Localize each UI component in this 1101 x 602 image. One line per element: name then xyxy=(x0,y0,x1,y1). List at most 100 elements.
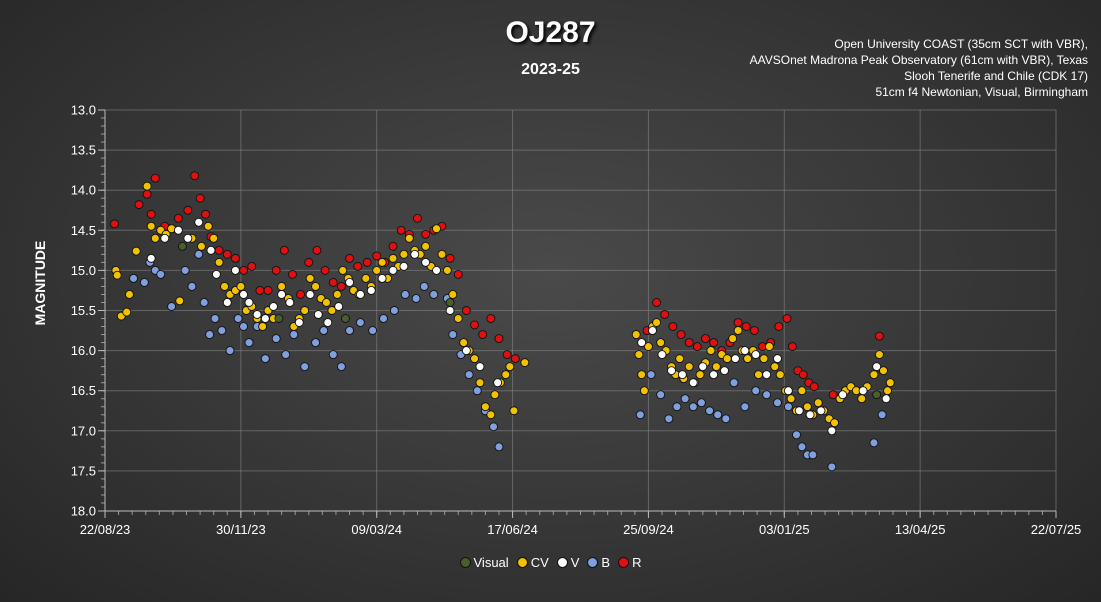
data-point-cv xyxy=(634,350,644,360)
data-point-b xyxy=(808,450,818,460)
data-point-v xyxy=(773,354,782,364)
data-point-b xyxy=(345,326,354,335)
data-point-r xyxy=(230,253,240,263)
data-point-v xyxy=(239,290,249,299)
data-point-cv xyxy=(874,350,884,360)
data-point-b xyxy=(167,302,177,311)
data-point-b xyxy=(721,414,731,424)
data-point-r xyxy=(222,249,232,259)
legend-marker-icon xyxy=(556,557,568,569)
data-point-r xyxy=(328,277,338,287)
x-tick-label: 03/01/25 xyxy=(759,522,810,537)
data-point-r xyxy=(201,209,210,219)
data-point-cv xyxy=(332,290,342,299)
data-point-cv xyxy=(453,314,463,323)
data-point-v xyxy=(183,233,193,243)
data-point-v xyxy=(334,302,344,311)
data-point-cv xyxy=(197,241,206,251)
data-point-r xyxy=(502,350,512,360)
data-point-cv xyxy=(203,221,213,231)
data-point-r xyxy=(453,269,463,279)
data-point-r xyxy=(660,310,670,319)
data-point-cv xyxy=(770,362,780,372)
data-point-cv xyxy=(490,390,500,400)
data-point-r xyxy=(668,322,678,331)
data-point-v xyxy=(345,277,354,287)
data-point-cv xyxy=(377,257,387,267)
data-point-r xyxy=(190,171,200,181)
data-point-cv xyxy=(480,402,490,412)
y-tick-label: 16.5 xyxy=(71,383,96,398)
x-tick-label: 13/04/25 xyxy=(895,522,946,537)
data-sources-note: Open University COAST (35cm SCT with VBR… xyxy=(750,36,1088,100)
data-point-v xyxy=(269,302,278,311)
data-point-r xyxy=(173,213,183,223)
data-point-b xyxy=(762,390,772,400)
data-point-cv xyxy=(150,233,160,243)
data-point-cv xyxy=(421,241,431,251)
data-point-r xyxy=(798,370,808,380)
data-point-b xyxy=(489,422,499,432)
data-point-b xyxy=(664,414,674,424)
data-point-r xyxy=(709,338,719,348)
data-point-b xyxy=(869,438,879,448)
data-point-b xyxy=(411,294,421,303)
data-point-cv xyxy=(258,322,268,331)
data-point-r xyxy=(372,251,382,261)
data-point-b xyxy=(773,398,782,408)
data-point-b xyxy=(319,326,329,335)
data-point-cv xyxy=(486,410,496,420)
data-point-cv xyxy=(643,342,653,352)
data-point-cv xyxy=(797,386,807,396)
data-point-r xyxy=(809,382,819,392)
data-point-cv xyxy=(361,273,371,283)
data-point-b xyxy=(827,462,837,472)
data-point-cv xyxy=(830,418,840,428)
data-point-cv xyxy=(122,307,132,317)
x-tick-label: 09/03/24 xyxy=(351,522,402,537)
data-point-cv xyxy=(813,398,823,408)
data-point-b xyxy=(289,330,299,340)
data-point-r xyxy=(782,314,792,323)
data-point-v xyxy=(720,366,729,376)
data-point-cv xyxy=(432,224,441,234)
data-point-b xyxy=(300,362,310,372)
data-point-v xyxy=(366,286,376,295)
data-point-b xyxy=(877,410,887,420)
data-point-cv xyxy=(277,281,287,291)
data-point-cv xyxy=(372,265,382,275)
data-point-cv xyxy=(327,306,337,315)
data-point-v xyxy=(146,253,156,263)
data-point-v xyxy=(206,245,216,255)
data-point-v xyxy=(667,366,676,376)
chart-subtitle: 2023-25 xyxy=(521,61,580,78)
data-point-cv xyxy=(146,221,156,231)
y-tick-label: 14.0 xyxy=(71,183,96,198)
data-point-v xyxy=(698,362,708,372)
x-tick-label: 22/08/23 xyxy=(80,522,131,537)
data-point-r xyxy=(304,257,314,267)
data-point-r xyxy=(749,326,759,335)
data-point-cv xyxy=(722,354,732,364)
data-point-b xyxy=(389,306,399,315)
data-point-b xyxy=(656,390,666,400)
data-point-cv xyxy=(311,281,321,291)
data-point-r xyxy=(787,342,797,352)
data-point-cv xyxy=(475,378,485,388)
source-line: Open University COAST (35cm SCT with VBR… xyxy=(834,37,1088,51)
data-point-b xyxy=(328,350,338,360)
y-tick-label: 15.5 xyxy=(71,303,96,318)
data-point-b xyxy=(180,265,190,275)
data-point-cv xyxy=(505,362,515,372)
data-point-v xyxy=(277,290,287,299)
data-point-r xyxy=(239,265,249,275)
legend-item-r: R xyxy=(618,555,641,570)
data-point-b xyxy=(672,402,682,412)
data-point-r xyxy=(146,209,156,219)
data-point-r xyxy=(255,286,265,295)
data-point-b xyxy=(464,370,474,380)
data-point-cv xyxy=(675,354,685,364)
data-point-b xyxy=(210,314,220,323)
data-point-b xyxy=(244,338,254,348)
